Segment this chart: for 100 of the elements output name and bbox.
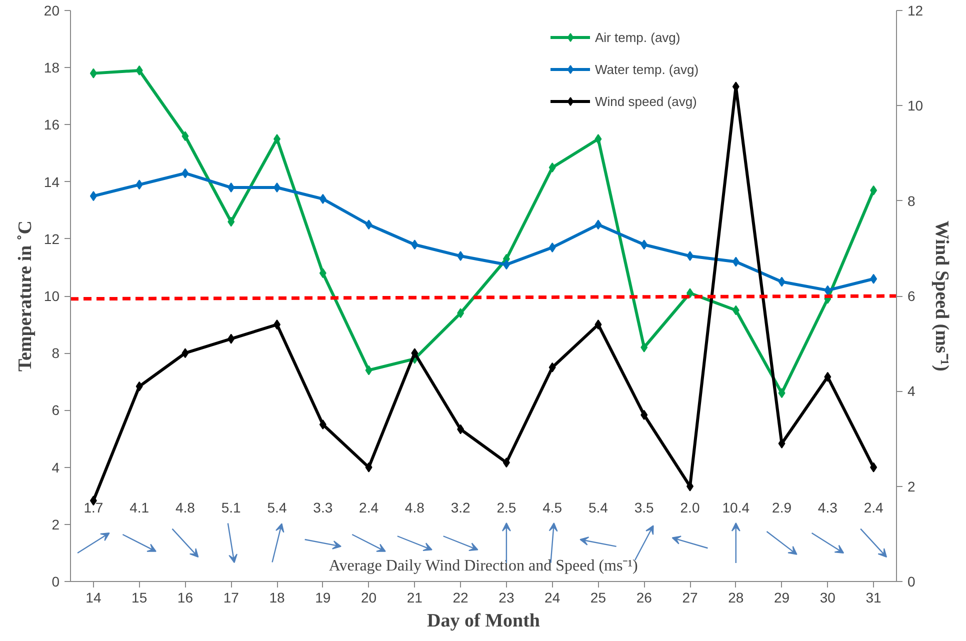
annotation: 4.1 <box>130 499 150 516</box>
annotation: Average Daily Wind Direction and Speed (ms⁻¹) <box>328 557 638 574</box>
annotation: 4.5 <box>542 499 562 516</box>
x-tick-label: 27 <box>682 590 698 606</box>
x-tick-label: 23 <box>498 590 514 606</box>
point <box>502 458 510 468</box>
y2-tick-label: 4 <box>908 383 916 400</box>
point <box>778 276 786 287</box>
annotation: 5.4 <box>588 499 608 516</box>
point <box>182 168 189 178</box>
annotation: 3.3 <box>313 499 333 516</box>
point <box>732 305 740 316</box>
x-tick-label: 20 <box>360 590 377 606</box>
point <box>182 131 189 142</box>
y-tick-label: 16 <box>44 116 60 133</box>
point <box>136 65 143 76</box>
x-tick-label: 21 <box>406 590 423 606</box>
point <box>548 242 556 252</box>
x-tick-label: 26 <box>636 590 652 606</box>
point <box>228 182 235 193</box>
annotation: 2.4 <box>864 499 884 516</box>
point <box>548 162 556 173</box>
point <box>640 240 648 250</box>
y2-axis-title: Wind Speed (ms⁻¹) <box>931 220 952 372</box>
annotation: 2.9 <box>772 499 792 516</box>
point <box>365 462 372 472</box>
y2-tick-label: 6 <box>908 288 916 304</box>
point <box>594 220 602 230</box>
point <box>594 320 602 330</box>
y-tick-label: 18 <box>44 60 60 76</box>
point <box>319 419 326 430</box>
y-tick-label: 12 <box>44 230 60 247</box>
annotation: 3.2 <box>450 499 470 516</box>
y-axis-title: Temperature in ˚C <box>14 220 36 372</box>
annotation: 5.4 <box>267 499 287 516</box>
y2-tick-label: 8 <box>908 192 916 209</box>
x-tick-label: 22 <box>452 590 469 606</box>
point <box>640 342 648 352</box>
point <box>778 388 786 398</box>
point <box>594 134 602 144</box>
point <box>457 308 464 318</box>
x-tick-label: 28 <box>728 590 744 606</box>
y-tick-label: 6 <box>52 402 60 418</box>
y2-tick-label: 10 <box>908 98 924 114</box>
x-tick-label: 14 <box>86 590 102 606</box>
x-axis-title: Day of Month <box>427 610 540 632</box>
point <box>824 372 832 382</box>
x-tick-label: 16 <box>177 590 194 606</box>
annotation: 2.0 <box>680 499 700 516</box>
point <box>319 194 326 204</box>
point <box>136 180 143 190</box>
x-tick-label: 24 <box>544 590 560 606</box>
point <box>824 285 832 296</box>
x-tick-label: 18 <box>269 590 285 606</box>
point <box>90 68 97 78</box>
point <box>457 251 464 262</box>
legend-label: Water temp. (avg) <box>595 62 699 76</box>
x-tick-label: 15 <box>132 590 148 606</box>
point <box>90 191 97 202</box>
annotation: 4.8 <box>404 499 425 516</box>
y2-tick-label: 0 <box>908 574 916 590</box>
point <box>732 256 740 267</box>
y-tick-label: 20 <box>44 2 60 18</box>
annotation: 1.7 <box>84 499 104 516</box>
point <box>870 274 878 284</box>
legend-label: Wind speed (avg) <box>595 94 697 108</box>
x-tick-label: 29 <box>774 590 790 606</box>
annotation: 4.3 <box>818 499 838 516</box>
annotation: 5.1 <box>221 499 242 516</box>
point <box>228 334 235 344</box>
y-tick-label: 14 <box>44 174 60 190</box>
point <box>319 268 326 278</box>
point <box>548 362 556 372</box>
y-tick-label: 10 <box>44 288 60 304</box>
point <box>411 348 418 358</box>
point <box>870 185 878 196</box>
point <box>365 220 372 230</box>
point <box>457 424 464 434</box>
point <box>502 260 510 270</box>
annotation: 2.5 <box>496 499 516 516</box>
point <box>870 462 878 472</box>
y-tick-label: 0 <box>52 574 60 590</box>
y-tick-label: 8 <box>52 345 60 362</box>
point <box>182 348 189 358</box>
y2-tick-label: 12 <box>908 2 924 18</box>
point <box>365 365 372 376</box>
point <box>136 381 143 392</box>
y2-tick-label: 2 <box>908 478 916 494</box>
x-tick-label: 25 <box>590 590 606 606</box>
point <box>411 240 418 250</box>
x-tick-label: 17 <box>223 590 240 606</box>
annotation: 4.8 <box>175 499 196 516</box>
x-tick-label: 19 <box>315 590 331 606</box>
point <box>228 216 235 227</box>
annotation: 2.4 <box>359 499 379 516</box>
legend-label: Air temp. (avg) <box>595 30 680 44</box>
point <box>640 410 648 420</box>
annotation: 3.5 <box>634 499 654 516</box>
y-tick-label: 4 <box>52 459 60 476</box>
y-tick-label: 2 <box>52 516 60 532</box>
